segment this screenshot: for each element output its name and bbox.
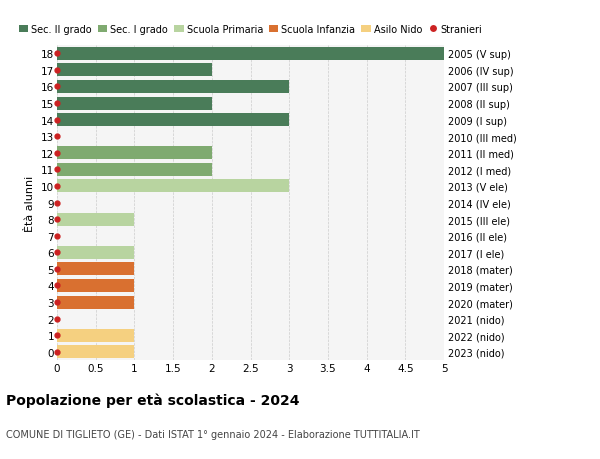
Bar: [57, 114, 289, 127]
Text: Popolazione per età scolastica - 2024: Popolazione per età scolastica - 2024: [6, 392, 299, 407]
Bar: [57, 296, 134, 309]
Bar: [57, 64, 212, 77]
Bar: [57, 280, 134, 292]
Bar: [57, 48, 444, 61]
Bar: [57, 329, 134, 342]
Bar: [57, 246, 134, 259]
Bar: [57, 213, 134, 226]
Bar: [57, 346, 134, 358]
Text: Anni di nascita: Anni di nascita: [597, 161, 600, 243]
Bar: [57, 180, 289, 193]
Text: COMUNE DI TIGLIETO (GE) - Dati ISTAT 1° gennaio 2024 - Elaborazione TUTTITALIA.I: COMUNE DI TIGLIETO (GE) - Dati ISTAT 1° …: [6, 429, 420, 439]
Bar: [57, 263, 134, 276]
Bar: [57, 81, 289, 94]
Bar: [57, 147, 212, 160]
Y-axis label: Ètà alunni: Ètà alunni: [25, 175, 35, 231]
Bar: [57, 163, 212, 176]
Legend: Sec. II grado, Sec. I grado, Scuola Primaria, Scuola Infanzia, Asilo Nido, Stran: Sec. II grado, Sec. I grado, Scuola Prim…: [19, 25, 482, 35]
Bar: [57, 97, 212, 110]
